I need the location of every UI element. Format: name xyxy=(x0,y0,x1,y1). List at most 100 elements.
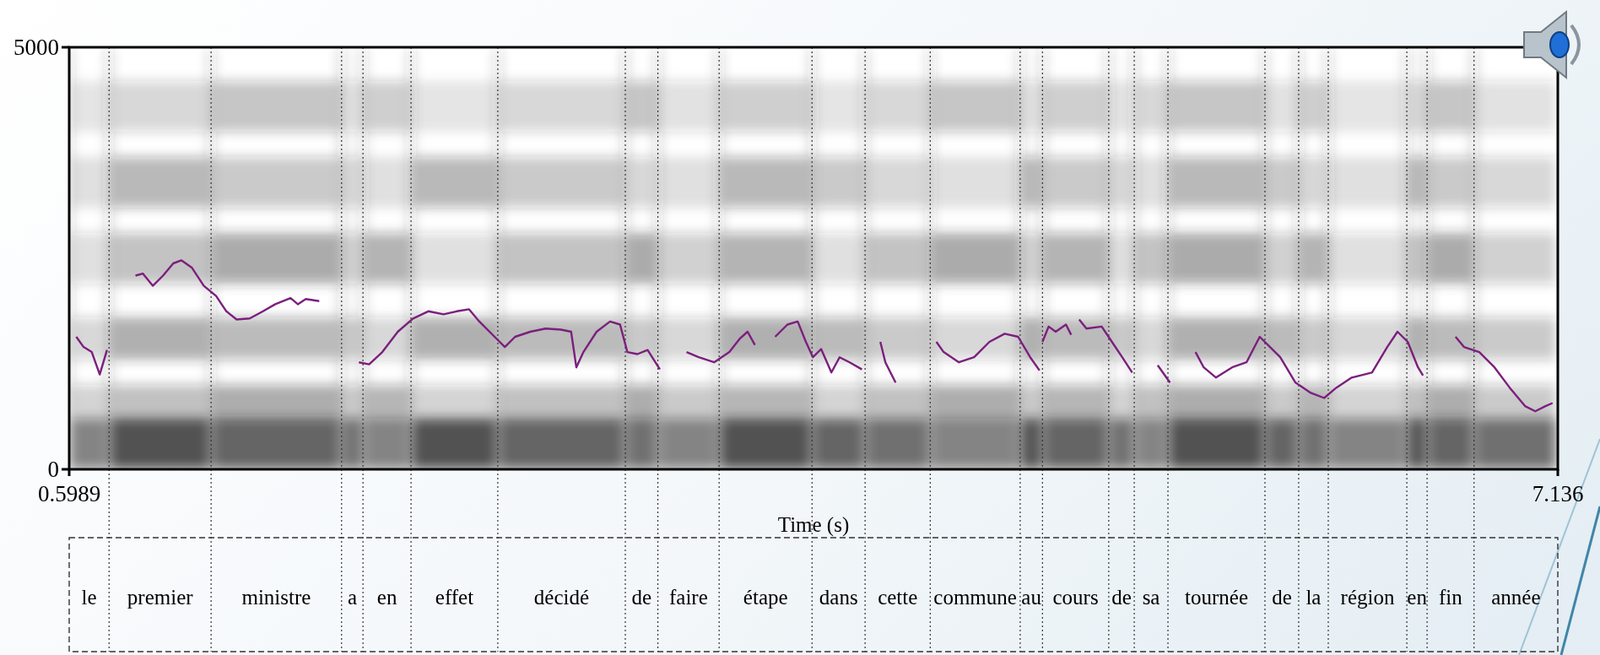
pitch-group xyxy=(75,259,1552,411)
spectrogram xyxy=(69,47,1557,470)
spectral-band xyxy=(1110,81,1133,132)
word-label: fin xyxy=(1438,585,1463,609)
spectral-band xyxy=(364,156,410,208)
spectral-band xyxy=(1300,317,1327,360)
spectral-band xyxy=(70,81,108,132)
spectral-band xyxy=(1169,81,1264,132)
boundary xyxy=(1327,47,1329,652)
spectral-band xyxy=(720,418,811,470)
spectral-band xyxy=(1266,81,1298,132)
word-tier xyxy=(69,537,1558,652)
spectral-band xyxy=(364,418,410,470)
spectral-band xyxy=(1043,418,1108,470)
word-label: en xyxy=(1406,585,1428,609)
word-label: en xyxy=(377,585,398,609)
spectral-band xyxy=(1408,384,1426,419)
spectral-band xyxy=(1428,81,1473,132)
spectral-band xyxy=(1135,232,1167,284)
word-label: décidé xyxy=(534,585,590,609)
spectral-band xyxy=(1428,232,1473,284)
spectral-band xyxy=(1475,232,1557,284)
spectral-band xyxy=(499,418,624,470)
spectral-band xyxy=(659,384,719,419)
spectral-band xyxy=(1475,81,1557,132)
spectral-band xyxy=(1329,232,1406,284)
x-tick-label: 7.136 xyxy=(1532,481,1584,507)
boundary xyxy=(1019,47,1021,652)
word-label: dans xyxy=(819,585,859,609)
spectral-band xyxy=(1169,384,1264,419)
word-label: effet xyxy=(435,585,474,609)
word-label: de xyxy=(631,585,652,609)
word-label: étape xyxy=(743,585,789,609)
spectral-band xyxy=(627,418,657,470)
boundary xyxy=(1042,47,1044,652)
spectral-band xyxy=(720,384,811,419)
spectral-band xyxy=(412,81,497,132)
spectral-band xyxy=(343,317,362,360)
speaker-cone xyxy=(1550,32,1569,58)
boundary xyxy=(1297,47,1299,652)
x-axis-title: Time (s) xyxy=(778,513,850,537)
word-label: au xyxy=(1021,585,1042,609)
spectral-band xyxy=(627,81,657,132)
spectral-band xyxy=(1428,384,1473,419)
spectral-band xyxy=(1110,156,1133,208)
figure: 050000.59897.136Time (s)lepremierministr… xyxy=(0,0,1600,655)
boundary xyxy=(1264,47,1265,652)
spectral-band xyxy=(931,418,1019,470)
spectral-band xyxy=(1169,317,1264,360)
spectral-band xyxy=(1266,156,1298,208)
boundary xyxy=(864,47,866,652)
spectral-band xyxy=(1021,317,1041,360)
spectral-band xyxy=(1475,317,1557,360)
spectral-band xyxy=(1110,384,1133,419)
spectral-band xyxy=(1021,232,1041,284)
speaker-icon xyxy=(1524,11,1579,78)
spectral-band xyxy=(1408,317,1426,360)
spectral-band xyxy=(720,317,811,360)
spectral-band xyxy=(1169,232,1264,284)
boundary xyxy=(811,47,813,652)
plot-bg xyxy=(69,47,1558,470)
spectral-band xyxy=(813,418,864,470)
spectral-band xyxy=(866,317,929,360)
word-label: faire xyxy=(669,585,709,609)
boundary xyxy=(1427,47,1428,652)
spectral-band xyxy=(627,156,657,208)
spectral-band xyxy=(412,384,497,419)
spectral-band xyxy=(1110,418,1133,470)
boundary xyxy=(108,47,110,652)
spectral-band xyxy=(1110,232,1133,284)
word-label: le xyxy=(81,585,98,609)
spectral-band xyxy=(1135,156,1167,208)
word-label: cours xyxy=(1053,585,1099,609)
spectral-band xyxy=(659,156,719,208)
spectral-band xyxy=(1300,232,1327,284)
x-tick xyxy=(68,469,71,476)
word-label: cette xyxy=(877,585,918,609)
spectral-band xyxy=(1043,156,1108,208)
spectral-band xyxy=(364,81,410,132)
word-label: de xyxy=(1271,585,1292,609)
spectral-band xyxy=(866,384,929,419)
spectral-band xyxy=(1110,317,1133,360)
spectral-band xyxy=(1408,81,1426,132)
spectral-band xyxy=(931,156,1019,208)
word-label: la xyxy=(1305,585,1321,609)
spectral-band xyxy=(343,418,362,470)
spectral-band xyxy=(1300,81,1327,132)
spectral-band xyxy=(1135,418,1167,470)
x-tick-label: 0.5989 xyxy=(37,481,101,507)
spectral-band xyxy=(1169,418,1264,470)
boundary xyxy=(1405,47,1407,652)
boundary xyxy=(1108,47,1109,652)
spectral-band xyxy=(70,232,108,284)
spectral-band xyxy=(412,156,497,208)
word-label: premier xyxy=(127,585,194,609)
spectral-band xyxy=(499,81,624,132)
spectral-band xyxy=(1408,156,1426,208)
boundary xyxy=(210,47,212,652)
spectral-band xyxy=(1428,418,1473,470)
spectral-band xyxy=(212,156,341,208)
